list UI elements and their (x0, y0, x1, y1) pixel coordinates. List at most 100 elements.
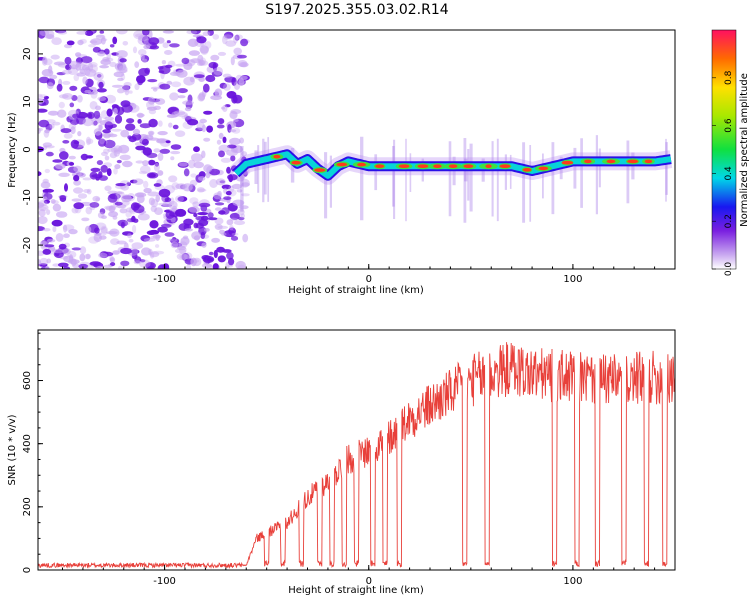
noise-speckle (169, 43, 180, 48)
noise-speckle (125, 210, 132, 218)
noise-speckle (138, 34, 149, 42)
noise-speckle (171, 81, 182, 88)
noise-speckle (44, 129, 50, 134)
noise-speckle (38, 119, 50, 128)
noise-speckle (207, 217, 218, 221)
noise-speckle (104, 155, 110, 161)
noise-speckle (99, 65, 109, 69)
noise-speckle (142, 30, 150, 36)
noise-speckle (73, 140, 80, 145)
noise-speckle (134, 61, 140, 68)
noise-speckle (59, 151, 69, 160)
noise-speckle (141, 247, 152, 256)
noise-speckle (38, 127, 41, 134)
noise-speckle (97, 96, 107, 102)
noise-speckle (119, 208, 128, 214)
noise-speckle (228, 257, 235, 266)
noise-speckle (198, 219, 209, 227)
noise-speckle (105, 57, 114, 62)
noise-speckle (156, 138, 167, 144)
ridge-peak (627, 159, 639, 164)
noise-speckle (149, 220, 159, 229)
noise-speckle (146, 172, 159, 179)
noise-speckle (148, 118, 158, 128)
noise-speckle (98, 138, 107, 147)
noise-speckle (198, 202, 211, 208)
ridge-peak (606, 159, 616, 164)
snr-x-axis-label: Height of straight line (km) (288, 585, 424, 596)
noise-speckle (233, 118, 239, 122)
noise-speckle (114, 114, 123, 124)
noise-speckle (71, 198, 82, 202)
noise-speckle (228, 174, 234, 183)
noise-speckle (67, 67, 79, 75)
noise-speckle (197, 93, 205, 102)
noise-speckle (109, 61, 117, 68)
noise-speckle (221, 184, 232, 190)
noise-speckle (131, 133, 142, 141)
noise-speckle (120, 100, 131, 108)
colorbar-tick-label: 0.6 (724, 118, 734, 133)
noise-speckle (234, 34, 240, 41)
noise-speckle (174, 130, 186, 137)
snr-plot-area (38, 342, 675, 570)
noise-speckle (106, 108, 113, 117)
y-tick-label: 400 (22, 434, 33, 453)
noise-speckle (147, 79, 158, 83)
noise-speckle (98, 124, 103, 131)
noise-speckle (104, 185, 112, 192)
noise-speckle (157, 152, 164, 161)
noise-speckle (79, 38, 87, 44)
noise-speckle (155, 234, 160, 241)
noise-speckle (192, 201, 200, 208)
noise-speckle (170, 144, 182, 150)
noise-speckle (219, 82, 227, 89)
noise-speckle (57, 30, 68, 35)
noise-speckle (114, 164, 121, 170)
noise-speckle (197, 212, 209, 216)
noise-speckle (51, 37, 62, 45)
noise-speckle (73, 179, 81, 186)
ridge-peak (291, 160, 301, 165)
noise-speckle (225, 190, 232, 196)
noise-speckle (120, 260, 130, 267)
noise-speckle (164, 232, 175, 237)
noise-speckle (213, 66, 224, 76)
noise-speckle (169, 71, 181, 77)
noise-speckle (182, 100, 194, 105)
noise-speckle (116, 159, 122, 164)
noise-speckle (75, 52, 82, 57)
noise-speckle (73, 202, 84, 210)
noise-speckle (189, 179, 198, 187)
noise-speckle (56, 72, 66, 76)
figure-title: S197.2025.355.03.02.R14 (265, 2, 449, 18)
y-tick-label: -10 (22, 189, 33, 205)
noise-speckle (241, 193, 250, 197)
noise-speckle (89, 64, 98, 73)
noise-speckle (214, 223, 223, 230)
noise-speckle (191, 231, 202, 240)
noise-speckle (154, 207, 163, 216)
noise-speckle (176, 253, 188, 261)
noise-speckle (117, 77, 124, 82)
noise-speckle (184, 106, 192, 112)
noise-speckle (133, 178, 144, 185)
colorbar-tick-label: 0.0 (724, 262, 734, 277)
noise-speckle (196, 36, 207, 44)
noise-speckle (68, 155, 76, 160)
noise-speckle (49, 123, 55, 129)
x-tick-label: -100 (153, 576, 176, 587)
noise-speckle (134, 83, 140, 91)
noise-speckle (168, 238, 178, 242)
noise-speckle (112, 36, 118, 45)
noise-speckle (95, 34, 106, 40)
noise-speckle (158, 120, 163, 127)
noise-speckle (131, 215, 136, 223)
noise-speckle (188, 159, 196, 169)
noise-speckle (38, 202, 45, 208)
noise-speckle (82, 118, 94, 127)
noise-speckle (139, 259, 151, 268)
noise-speckle (108, 123, 117, 129)
noise-speckle (112, 215, 118, 220)
noise-speckle (73, 174, 80, 182)
